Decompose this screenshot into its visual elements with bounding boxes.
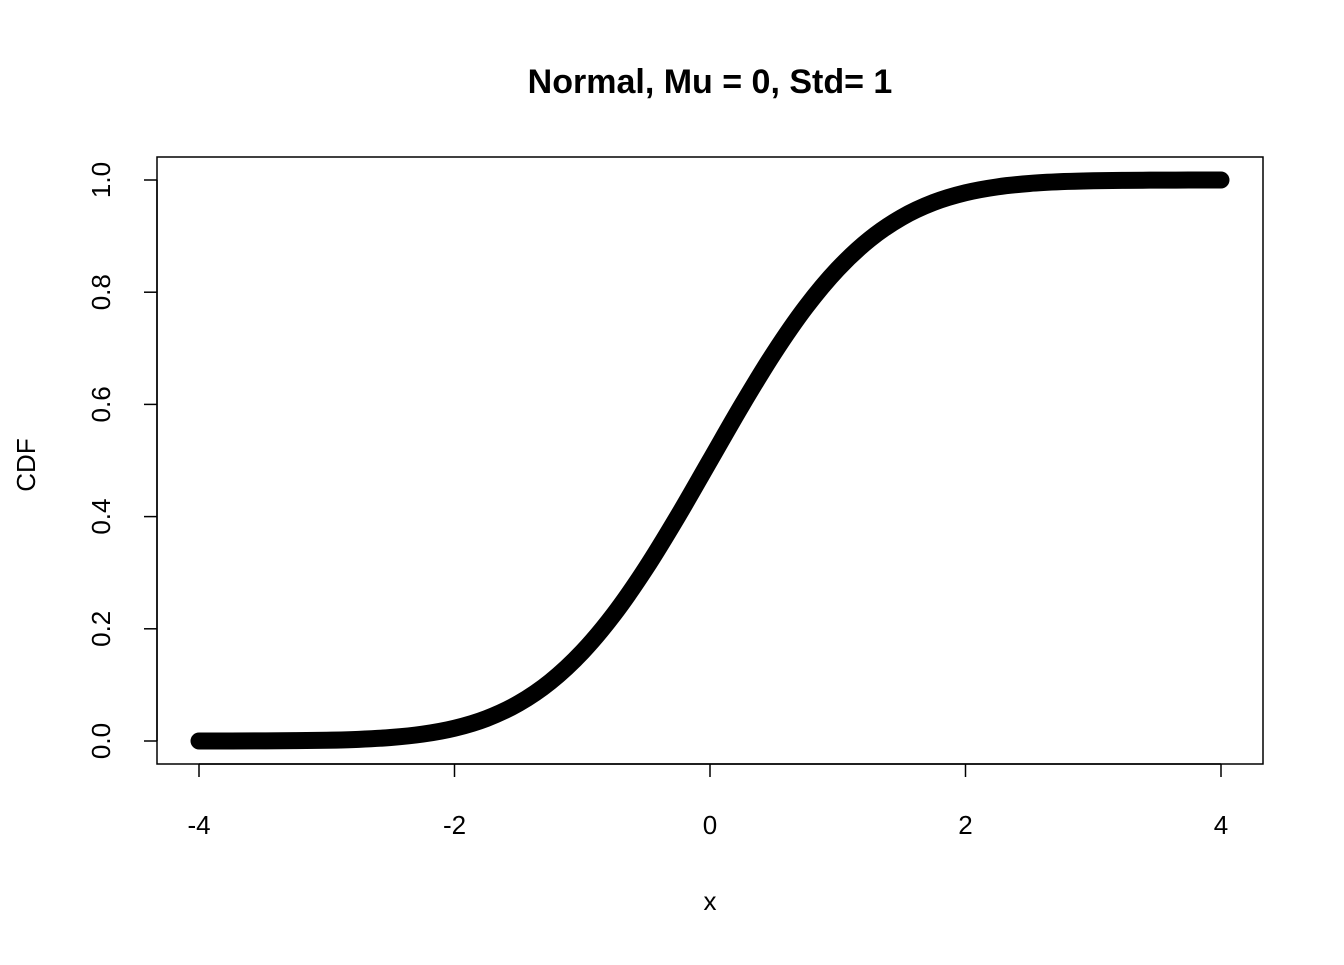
x-axis-label: x — [704, 886, 717, 916]
y-axis: 0.0 0.2 0.4 0.6 0.8 1.0 — [86, 162, 158, 759]
x-tick-label: -4 — [187, 810, 210, 840]
x-tick-label: -2 — [443, 810, 466, 840]
x-tick-label: 4 — [1214, 810, 1228, 840]
y-tick-label: 1.0 — [86, 162, 116, 198]
y-tick-label: 0.0 — [86, 723, 116, 759]
y-tick-label: 0.4 — [86, 499, 116, 535]
y-tick-label: 0.6 — [86, 386, 116, 422]
y-tick-label: 0.2 — [86, 611, 116, 647]
chart-title: Normal, Mu = 0, Std= 1 — [528, 63, 893, 101]
cdf-curve — [190, 171, 1230, 750]
x-axis: -4 -2 0 2 4 — [187, 763, 1228, 840]
y-axis-label: CDF — [11, 438, 41, 491]
x-tick-label: 0 — [703, 810, 717, 840]
y-tick-label: 0.8 — [86, 274, 116, 310]
x-tick-label: 2 — [958, 810, 972, 840]
